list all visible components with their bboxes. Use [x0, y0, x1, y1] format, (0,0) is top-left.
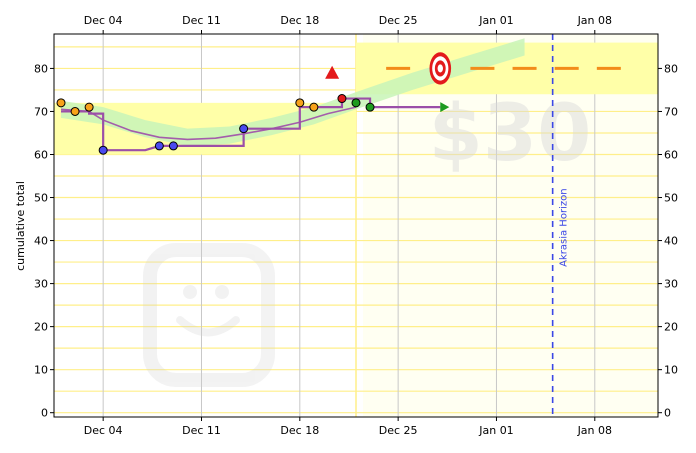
y-axis-label: cumulative total	[14, 181, 27, 271]
y-tick-label: 30	[34, 278, 48, 291]
data-points	[56, 65, 375, 155]
smiley-watermark	[143, 243, 275, 387]
data-point	[295, 98, 305, 108]
y-tick-labels-left: 0 10 20 30 40 50 60 70 80	[34, 62, 54, 420]
data-point	[239, 124, 249, 134]
data-point	[168, 141, 178, 151]
plot-frame	[53, 33, 659, 418]
watermark-amount: $30	[429, 89, 592, 179]
y-tick-label: 50	[664, 192, 678, 205]
y-tick-label: 40	[34, 235, 48, 248]
data-point	[337, 94, 347, 104]
step-line-arrow	[440, 102, 450, 113]
data-point	[70, 106, 80, 116]
data-point	[56, 98, 66, 108]
x-tick-label: Dec 25	[379, 14, 418, 27]
x-tick-label: Dec 18	[280, 14, 319, 27]
y-tick-labels-right: 0 10 20 30 40 50 60 70 80	[658, 62, 678, 420]
data-point	[98, 145, 108, 155]
x-tick-label: Jan 08	[577, 424, 612, 437]
y-tick-label: 70	[664, 105, 678, 118]
bullseye-ring	[437, 64, 443, 73]
future-zone	[363, 34, 658, 417]
y-tick-label: 10	[34, 364, 48, 377]
y-tick-label: 50	[34, 192, 48, 205]
warning-triangle	[325, 65, 340, 79]
y-tick-label: 80	[664, 62, 678, 75]
x-tick-label: Dec 04	[84, 424, 123, 437]
y-tick-label: 20	[664, 321, 678, 334]
x-tick-label: Jan 01	[478, 424, 513, 437]
x-tick-label: Dec 11	[182, 424, 221, 437]
x-tick-label: Dec 04	[84, 14, 123, 27]
x-tick-label: Dec 18	[280, 424, 319, 437]
data-point	[309, 102, 319, 112]
x-tick-label: Jan 01	[478, 14, 513, 27]
y-tick-label: 70	[34, 105, 48, 118]
akrasia-horizon-label: Akrasia Horizon	[559, 188, 570, 266]
y-tick-label: 40	[664, 235, 678, 248]
x-tick-labels-top: Dec 04 Dec 11 Dec 18 Dec 25 Jan 01 Jan 08	[84, 14, 612, 34]
rolling-average-line	[60, 106, 357, 141]
x-tick-label: Jan 08	[577, 14, 612, 27]
y-tick-label: 20	[34, 321, 48, 334]
x-tick-label: Dec 25	[379, 424, 418, 437]
y-tick-label: 80	[34, 62, 48, 75]
y-tick-label: 60	[34, 148, 48, 161]
data-point	[351, 98, 361, 108]
y-tick-label: 60	[664, 148, 678, 161]
y-tick-label: 0	[41, 407, 48, 420]
x-tick-labels-bottom: Dec 04 Dec 11 Dec 18 Dec 25 Jan 01 Jan 08	[84, 417, 612, 437]
rolling-average	[60, 106, 357, 141]
data-point	[84, 102, 94, 112]
future-targets	[386, 52, 621, 85]
y-tick-label: 30	[664, 278, 678, 291]
data-point	[154, 141, 164, 151]
data-point	[365, 102, 375, 112]
x-tick-label: Dec 11	[182, 14, 221, 27]
y-tick-label: 10	[664, 364, 678, 377]
y-tick-label: 0	[664, 407, 671, 420]
